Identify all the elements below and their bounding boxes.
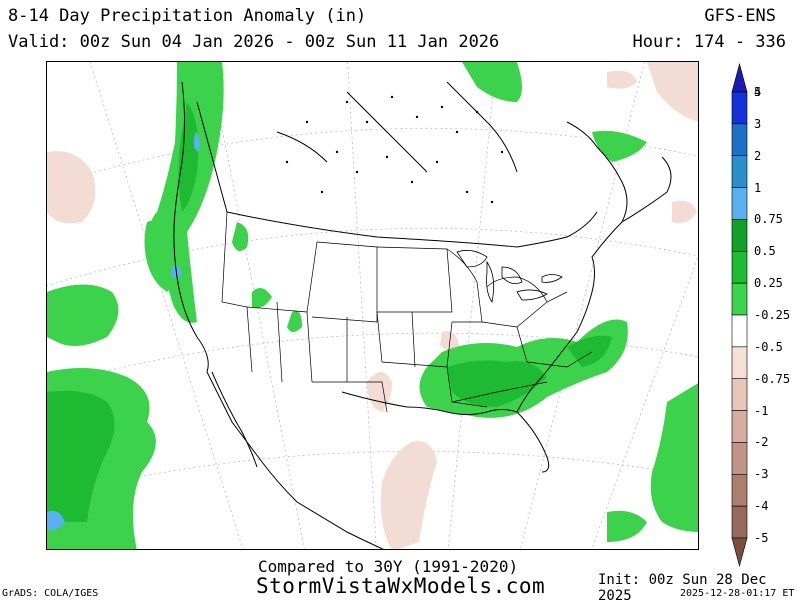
colorbar-top-arrow xyxy=(731,62,748,93)
colorbar-swatch xyxy=(731,378,748,411)
colorbar-label: 4 xyxy=(754,85,762,99)
generated-timestamp: 2025-12-28-01:17 ET xyxy=(680,588,795,599)
colorbar-swatch xyxy=(731,505,748,539)
colorbar-label: 0.5 xyxy=(754,244,776,259)
wet-anomaly-areas xyxy=(47,62,698,549)
heavy-wet-spots xyxy=(47,132,200,531)
climatology-note: Compared to 30Y (1991-2020) xyxy=(258,557,519,576)
precip-anomaly-map xyxy=(47,62,698,549)
colorbar-label: -0.25 xyxy=(754,308,791,322)
colorbar-swatch xyxy=(731,410,748,443)
colorbar-label: 3 xyxy=(754,116,762,131)
map-title: 8-14 Day Precipitation Anomaly (in) xyxy=(8,6,367,26)
forecast-hour: Hour: 174 - 336 xyxy=(632,32,786,52)
colorbar-label: 0.25 xyxy=(754,276,783,291)
colorbar-swatch xyxy=(731,123,748,157)
colorbar-swatch xyxy=(731,442,748,475)
map-panel xyxy=(46,61,699,550)
colorbar xyxy=(725,60,795,570)
colorbar-swatch xyxy=(731,91,748,125)
colorbar-label: -2 xyxy=(754,435,769,450)
site-watermark: StormVistaWxModels.com xyxy=(256,574,546,598)
arctic-islands xyxy=(285,95,504,204)
colorbar-label: -4 xyxy=(754,499,769,514)
grads-credit: GrADS: COLA/IGES xyxy=(2,588,99,599)
model-name: GFS-ENS xyxy=(704,6,776,26)
coastlines xyxy=(173,81,672,549)
colorbar-label: -5 xyxy=(754,531,769,545)
wet-anomaly-core xyxy=(47,102,612,522)
colorbar-label: 2 xyxy=(754,148,762,163)
colorbar-swatch xyxy=(731,473,748,507)
colorbar-swatch xyxy=(731,219,748,252)
colorbar-swatch xyxy=(731,314,748,348)
colorbar-label: -3 xyxy=(754,467,769,482)
colorbar-label: -0.75 xyxy=(754,371,791,386)
great-lakes xyxy=(456,249,563,303)
colorbar-swatch xyxy=(731,346,748,380)
colorbar-label: -0.5 xyxy=(754,339,783,354)
valid-period: Valid: 00z Sun 04 Jan 2026 - 00z Sun 11 … xyxy=(8,32,500,52)
colorbar-swatch xyxy=(731,282,748,316)
colorbar-scale xyxy=(731,62,748,568)
colorbar-bottom-arrow xyxy=(731,537,748,568)
colorbar-label: 0.75 xyxy=(754,212,783,227)
colorbar-label: 1 xyxy=(754,180,762,195)
colorbar-label: -1 xyxy=(754,403,769,418)
colorbar-label: 5 xyxy=(754,85,762,99)
colorbar-swatch xyxy=(731,155,748,188)
colorbar-swatch xyxy=(731,187,748,220)
colorbar-swatch xyxy=(731,250,748,284)
